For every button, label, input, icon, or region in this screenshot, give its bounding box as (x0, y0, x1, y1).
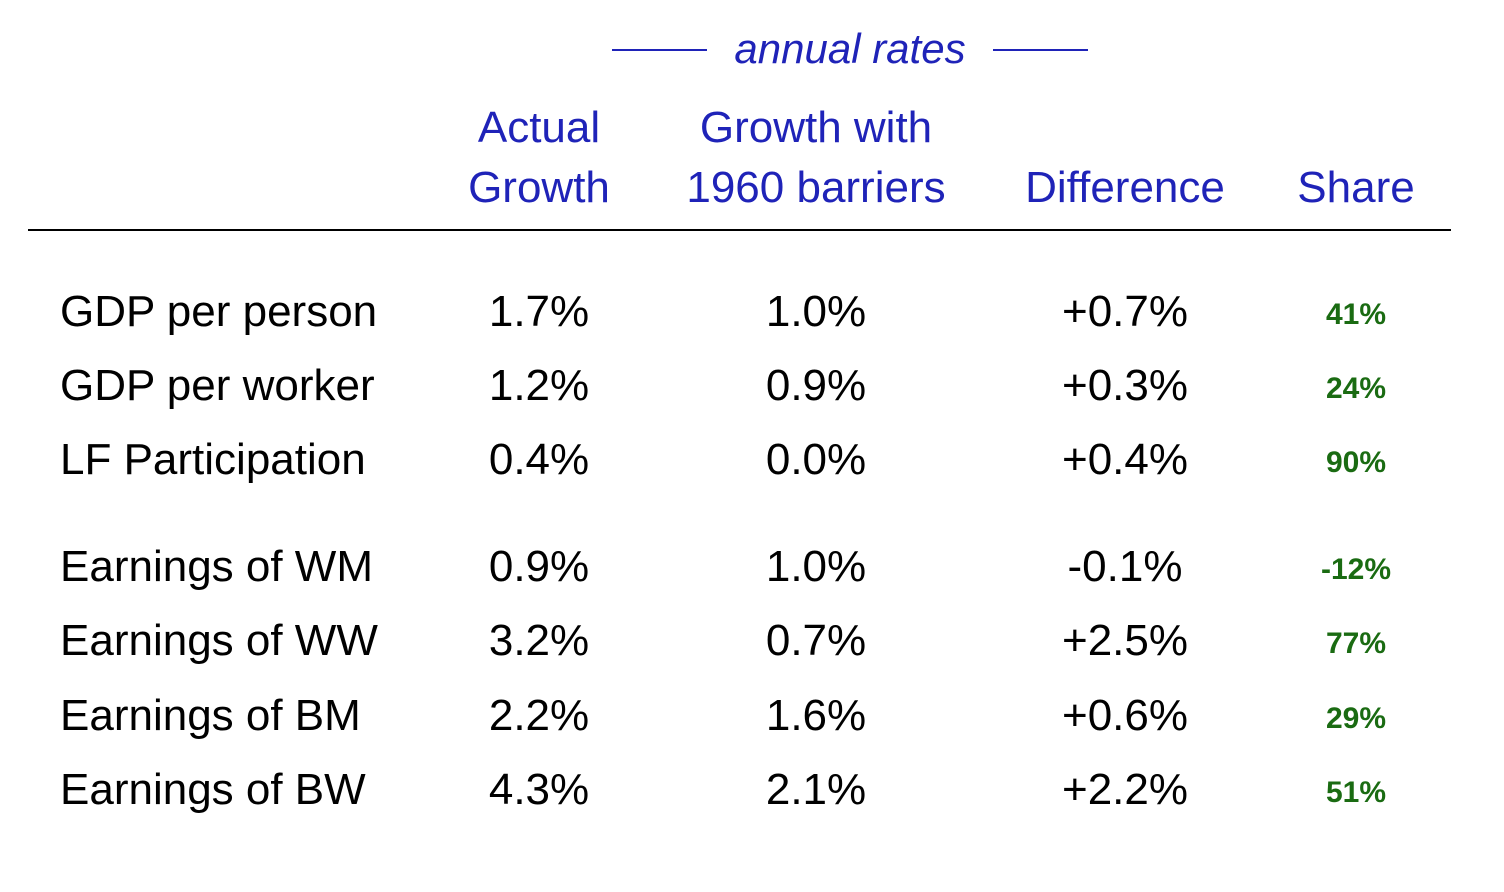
header-rule (28, 229, 1451, 231)
barriers-growth-value: 0.0% (765, 435, 867, 484)
column-header-difference: Difference (1000, 158, 1250, 218)
share-value: 41% (1325, 298, 1387, 331)
column-header-line: Growth (468, 163, 610, 212)
table-row: Earnings of WW 3.2% 0.7% +2.5% 77% (0, 613, 1504, 669)
share-value: 24% (1325, 372, 1387, 405)
share-value: 77% (1325, 627, 1387, 660)
barriers-growth-value: 1.0% (765, 287, 867, 336)
super-header-label: annual rates (734, 25, 966, 72)
row-label: Earnings of BM (60, 691, 361, 740)
row-label: LF Participation (60, 435, 366, 484)
table-row: Earnings of BW 4.3% 2.1% +2.2% 51% (0, 762, 1504, 818)
share-value: -12% (1320, 553, 1392, 586)
barriers-growth-value: 0.9% (765, 361, 867, 410)
table-row: LF Participation 0.4% 0.0% +0.4% 90% (0, 432, 1504, 488)
super-header: annual rates (612, 25, 1088, 72)
actual-growth-value: 0.9% (488, 542, 590, 591)
barriers-growth-value: 1.6% (765, 691, 867, 740)
row-label: Earnings of BW (60, 765, 366, 814)
actual-growth-value: 1.2% (488, 361, 590, 410)
actual-growth-value: 4.3% (488, 765, 590, 814)
barriers-growth-value: 0.7% (765, 616, 867, 665)
row-label: Earnings of WM (60, 542, 373, 591)
table-row: GDP per person 1.7% 1.0% +0.7% 41% (0, 284, 1504, 340)
row-label: GDP per worker (60, 361, 375, 410)
difference-value: +0.7% (1062, 287, 1188, 336)
header-dash-right (992, 49, 1088, 51)
column-header-line: Actual (477, 103, 601, 152)
table-row: Earnings of WM 0.9% 1.0% -0.1% -12% (0, 539, 1504, 595)
difference-value: +2.2% (1062, 765, 1188, 814)
table-row: Earnings of BM 2.2% 1.6% +0.6% 29% (0, 688, 1504, 744)
difference-value: +0.3% (1062, 361, 1188, 410)
column-header-share: Share (1280, 158, 1432, 218)
column-header-line: 1960 barriers (686, 163, 946, 212)
column-header-barriers: Growth with 1960 barriers (676, 98, 956, 218)
difference-value: +2.5% (1062, 616, 1188, 665)
column-header-actual-growth: Actual Growth (440, 98, 638, 218)
difference-value: -0.1% (1067, 542, 1183, 591)
column-header-line: Difference (1025, 163, 1225, 212)
barriers-growth-value: 1.0% (765, 542, 867, 591)
actual-growth-value: 3.2% (488, 616, 590, 665)
column-header-line: Growth with (699, 103, 933, 152)
share-value: 29% (1325, 702, 1387, 735)
row-label: GDP per person (60, 287, 378, 336)
header-dash-left (612, 49, 707, 51)
actual-growth-value: 2.2% (488, 691, 590, 740)
table-row: GDP per worker 1.2% 0.9% +0.3% 24% (0, 358, 1504, 414)
share-value: 51% (1325, 776, 1387, 809)
share-value: 90% (1325, 446, 1387, 479)
difference-value: +0.6% (1062, 691, 1188, 740)
difference-value: +0.4% (1062, 435, 1188, 484)
row-label: Earnings of WW (60, 616, 378, 665)
column-header-line: Share (1297, 163, 1415, 212)
barriers-growth-value: 2.1% (765, 765, 867, 814)
actual-growth-value: 1.7% (488, 287, 590, 336)
actual-growth-value: 0.4% (488, 435, 590, 484)
